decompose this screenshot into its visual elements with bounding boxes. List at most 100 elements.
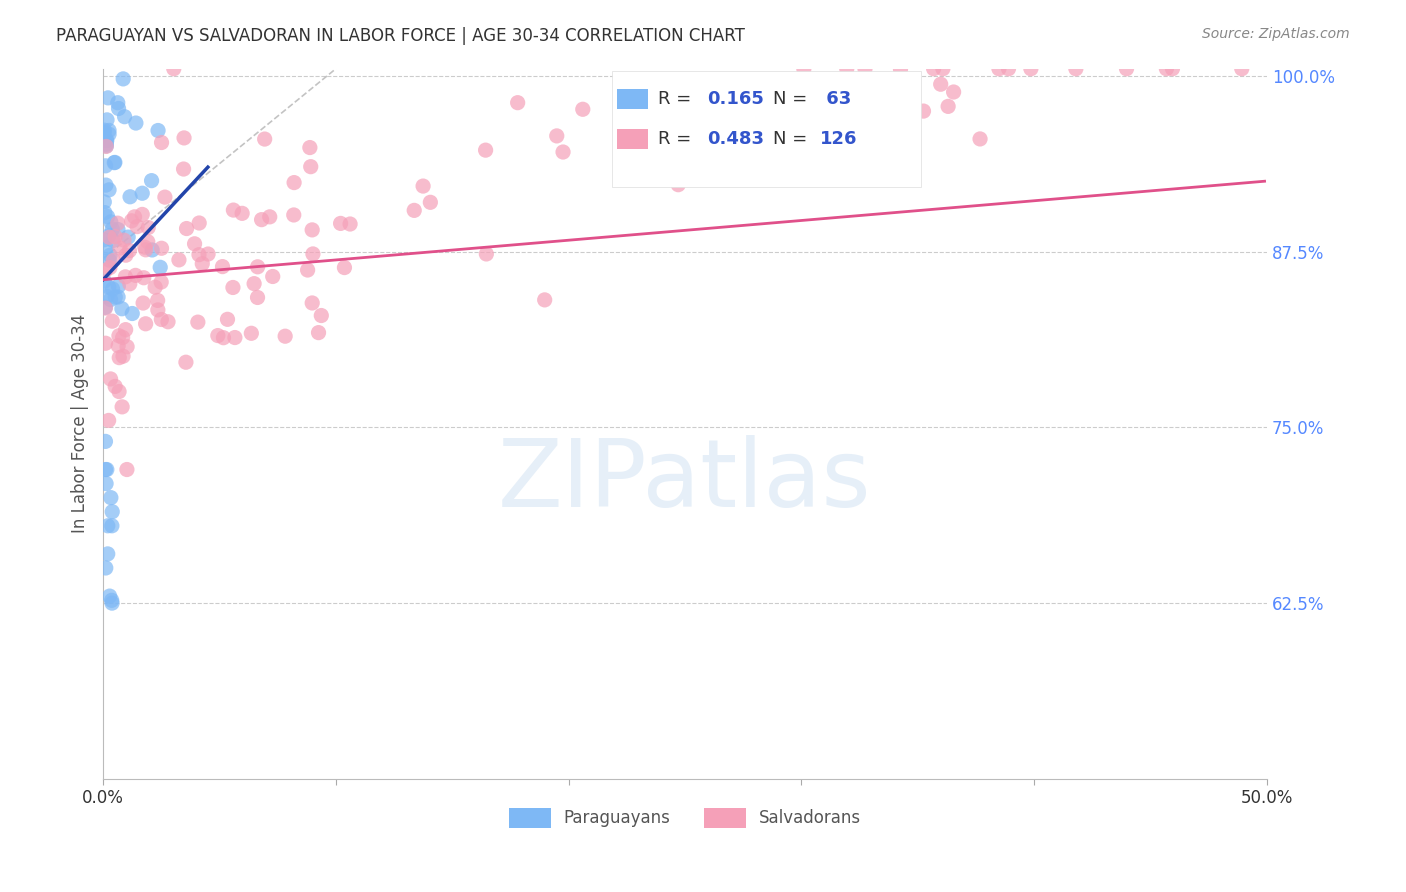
Paraguayans: [114, 110, 136, 124]
Salvadorans: [167, 252, 190, 267]
Paraguayans: [107, 95, 129, 110]
Text: 0.165: 0.165: [707, 90, 763, 108]
Paraguayans: [107, 102, 129, 116]
Salvadorans: [243, 277, 266, 291]
Salvadorans: [1115, 62, 1137, 76]
Paraguayans: [97, 547, 120, 561]
Salvadorans: [115, 248, 138, 262]
Salvadorans: [107, 339, 129, 353]
Paraguayans: [94, 205, 117, 219]
Paraguayans: [121, 306, 143, 320]
Salvadorans: [197, 247, 219, 261]
Salvadorans: [118, 277, 141, 291]
Salvadorans: [301, 223, 323, 237]
Paraguayans: [118, 190, 141, 204]
Salvadorans: [546, 128, 568, 143]
Salvadorans: [108, 351, 131, 365]
Salvadorans: [690, 87, 713, 102]
Salvadorans: [108, 384, 131, 399]
Paraguayans: [104, 155, 127, 169]
Paraguayans: [107, 290, 129, 304]
Paraguayans: [94, 301, 117, 315]
Text: 126: 126: [820, 130, 858, 148]
Salvadorans: [339, 217, 361, 231]
Salvadorans: [153, 190, 176, 204]
Salvadorans: [150, 241, 173, 255]
Salvadorans: [666, 178, 689, 192]
Salvadorans: [207, 328, 229, 343]
Paraguayans: [146, 123, 169, 137]
Salvadorans: [329, 216, 352, 230]
Salvadorans: [157, 315, 180, 329]
Text: N =: N =: [773, 130, 813, 148]
Paraguayans: [98, 589, 121, 603]
Salvadorans: [627, 127, 650, 141]
Paraguayans: [93, 194, 115, 209]
Salvadorans: [121, 214, 143, 228]
Salvadorans: [94, 336, 117, 351]
Salvadorans: [136, 235, 159, 249]
Salvadorans: [250, 212, 273, 227]
Salvadorans: [104, 229, 127, 244]
Paraguayans: [107, 279, 129, 293]
Paraguayans: [94, 241, 117, 255]
Salvadorans: [132, 296, 155, 310]
Salvadorans: [283, 208, 305, 222]
Salvadorans: [1064, 62, 1087, 76]
Text: R =: R =: [658, 90, 697, 108]
Paraguayans: [141, 243, 163, 257]
Paraguayans: [93, 126, 115, 140]
Salvadorans: [302, 247, 325, 261]
Salvadorans: [188, 216, 211, 230]
Paraguayans: [107, 222, 129, 236]
Paraguayans: [141, 174, 163, 188]
Salvadorans: [240, 326, 263, 341]
Salvadorans: [163, 62, 186, 76]
Salvadorans: [333, 260, 356, 275]
Paraguayans: [94, 561, 117, 575]
Paraguayans: [98, 253, 121, 268]
Salvadorans: [1019, 62, 1042, 76]
Paraguayans: [96, 112, 118, 127]
Salvadorans: [146, 302, 169, 317]
Salvadorans: [96, 139, 118, 153]
Salvadorans: [246, 260, 269, 274]
Salvadorans: [301, 296, 323, 310]
Salvadorans: [506, 95, 529, 110]
Paraguayans: [94, 462, 117, 476]
Salvadorans: [115, 340, 138, 354]
Salvadorans: [404, 203, 426, 218]
Salvadorans: [101, 314, 124, 328]
Salvadorans: [231, 206, 253, 220]
Salvadorans: [474, 143, 496, 157]
Salvadorans: [112, 349, 135, 363]
Paraguayans: [101, 282, 124, 296]
Salvadorans: [111, 400, 134, 414]
Salvadorans: [297, 263, 319, 277]
Paraguayans: [97, 228, 120, 243]
Salvadorans: [94, 263, 117, 277]
Salvadorans: [111, 330, 134, 344]
Text: 63: 63: [820, 90, 851, 108]
Paraguayans: [125, 116, 148, 130]
Y-axis label: In Labor Force | Age 30-34: In Labor Force | Age 30-34: [72, 314, 89, 533]
Salvadorans: [108, 241, 131, 255]
Salvadorans: [942, 85, 965, 99]
Paraguayans: [96, 137, 118, 152]
Paraguayans: [96, 138, 118, 153]
Salvadorans: [572, 103, 595, 117]
Salvadorans: [889, 62, 911, 77]
Paraguayans: [93, 274, 115, 288]
Salvadorans: [211, 260, 233, 274]
Salvadorans: [932, 62, 955, 76]
Paraguayans: [94, 476, 117, 491]
Salvadorans: [253, 132, 276, 146]
Salvadorans: [107, 216, 129, 230]
Paraguayans: [111, 301, 134, 316]
Salvadorans: [929, 77, 952, 91]
Paraguayans: [100, 593, 122, 607]
Paraguayans: [96, 289, 118, 303]
Salvadorans: [922, 62, 945, 76]
Salvadorans: [124, 268, 146, 283]
Paraguayans: [98, 183, 121, 197]
